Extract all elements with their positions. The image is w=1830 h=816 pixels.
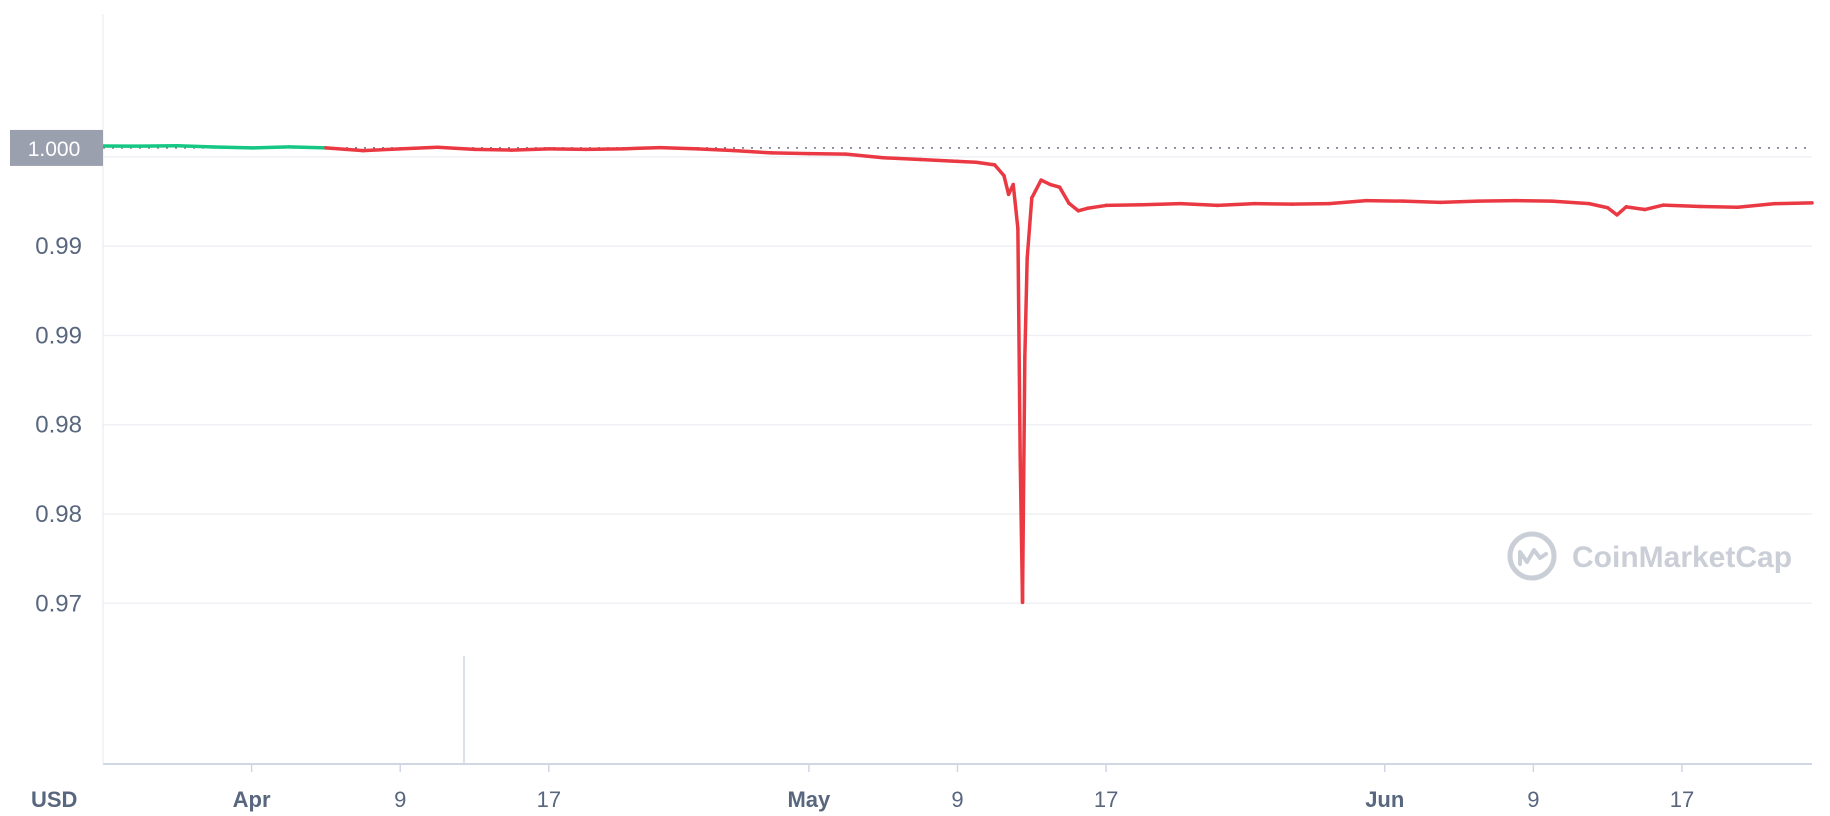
x-tick-label: 9 [951, 787, 963, 812]
series-segment [1011, 182, 1020, 231]
series-segment [1615, 205, 1628, 217]
series-segment [212, 145, 254, 150]
reference-badge-label: 1.000 [28, 138, 81, 161]
series-segment [621, 145, 663, 151]
series-segment [1215, 201, 1257, 208]
x-tick-label: 17 [1094, 787, 1118, 812]
series-segment [361, 147, 402, 153]
series-segment [1141, 201, 1183, 207]
chart-gridlines [103, 156, 1812, 605]
reference-badge: 1.000 [10, 129, 103, 166]
series-segment [1290, 201, 1331, 206]
unit-label: USD [31, 787, 77, 812]
series-segment [1067, 201, 1080, 213]
y-tick-label: 0.99 [35, 322, 82, 349]
series-segment [955, 159, 978, 164]
series-segment [1624, 205, 1647, 212]
series-segment [287, 145, 328, 150]
x-tick-label: Jun [1365, 787, 1404, 812]
series-segment [658, 145, 700, 151]
watermark: CoinMarketCap [1507, 531, 1792, 581]
series-segment [398, 145, 440, 151]
series-segment [1252, 201, 1294, 206]
series-segment [175, 144, 217, 149]
series-segment [1438, 199, 1480, 205]
series-segment [1605, 206, 1619, 217]
series-segment [435, 145, 477, 152]
series-segment [1104, 202, 1146, 208]
series-segment [1401, 199, 1443, 205]
x-tick-label: Apr [233, 787, 271, 812]
series-layer [101, 144, 1814, 605]
series-segment [807, 151, 848, 156]
x-axis: Apr 9 17 May 9 17 Jun 9 17 [102, 14, 1812, 812]
series-segment [1023, 256, 1029, 359]
series-segment [1550, 199, 1591, 206]
x-tick-label: 17 [1670, 787, 1694, 812]
series-segment [974, 160, 997, 167]
series-segment [1030, 178, 1043, 200]
x-tick-label: May [787, 787, 831, 812]
series-segment [769, 151, 811, 156]
series-segment [472, 147, 514, 152]
series-segment [918, 157, 960, 164]
series-segment [1661, 203, 1703, 209]
series-segment [1475, 198, 1517, 203]
reference-badge-box [10, 129, 103, 166]
series-segment [1587, 201, 1610, 210]
series-segment [1002, 173, 1011, 197]
coinmarketcap-logo-icon [1507, 531, 1557, 581]
x-tick-label: 17 [537, 787, 561, 812]
series-segment [732, 148, 774, 155]
y-tick-label: 0.99 [35, 233, 82, 260]
y-tick-label: 0.98 [35, 501, 82, 528]
series-segment [1364, 198, 1406, 203]
y-axis: 1.000.990.990.980.980.97 [35, 144, 82, 617]
series-segment [695, 147, 737, 153]
series-segment [844, 152, 885, 160]
x-tick-label: 9 [1527, 787, 1539, 812]
series-segment [249, 145, 291, 150]
series-segment [1016, 226, 1022, 461]
series-segment [1085, 203, 1108, 211]
series-segment [1773, 201, 1814, 206]
series-segment [1643, 203, 1666, 212]
watermark-text: CoinMarketCap [1572, 541, 1792, 574]
series-segment [509, 147, 551, 152]
series-segment [1178, 201, 1220, 208]
series-segment [1025, 196, 1034, 261]
series-segment [584, 147, 625, 152]
series-segment [1735, 201, 1777, 209]
y-tick-label: 0.97 [35, 590, 82, 617]
x-tick-label: 9 [394, 787, 406, 812]
series-segment [1327, 198, 1368, 206]
series-segment [992, 163, 1006, 178]
series-segment [1513, 198, 1554, 203]
y-tick-label: 0.98 [35, 412, 82, 439]
series-segment [1057, 185, 1071, 206]
series-segment [547, 147, 588, 152]
series-segment [1020, 355, 1027, 605]
series-segment [881, 156, 923, 162]
series-segment [1698, 204, 1740, 209]
series-segment [324, 146, 365, 153]
